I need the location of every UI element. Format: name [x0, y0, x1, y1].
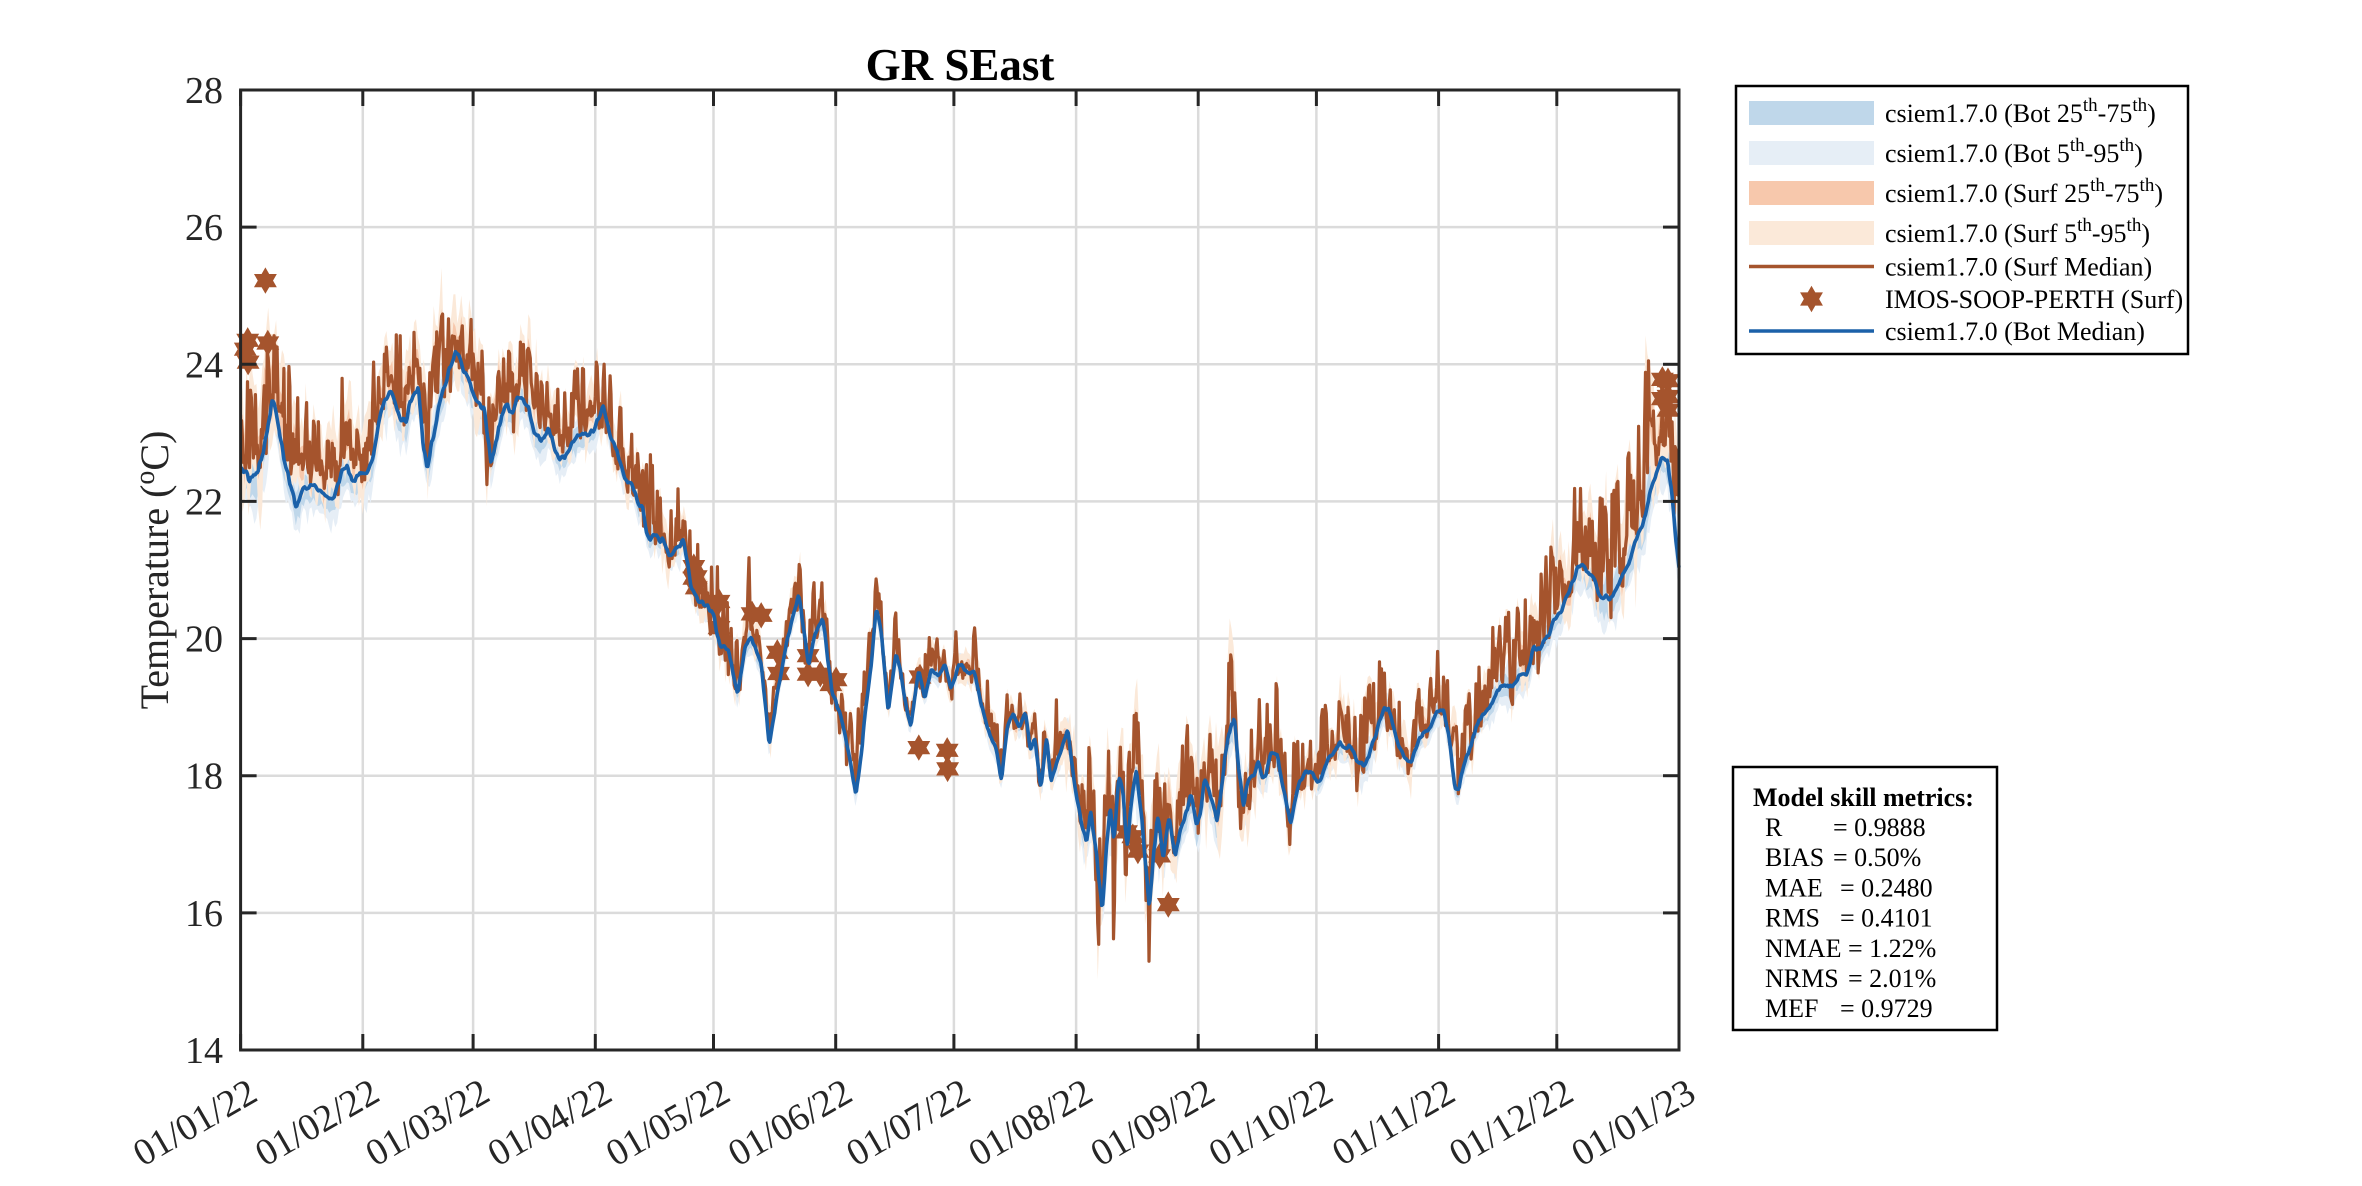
svg-text:Model skill metrics:: Model skill metrics:	[1753, 783, 1974, 812]
svg-text:16: 16	[185, 893, 223, 935]
svg-text:MEF: MEF	[1765, 994, 1818, 1023]
svg-text:22: 22	[185, 481, 223, 523]
svg-text:20: 20	[185, 619, 223, 661]
svg-text:= 1.22%: = 1.22%	[1848, 934, 1936, 963]
svg-text:26: 26	[185, 207, 223, 249]
svg-text:csiem1.7.0 (Bot 5th-95th): csiem1.7.0 (Bot 5th-95th)	[1885, 135, 2143, 168]
svg-text:14: 14	[185, 1030, 223, 1072]
svg-text:NMAE: NMAE	[1765, 934, 1842, 963]
svg-text:= 0.4101: = 0.4101	[1840, 904, 1933, 933]
svg-text:24: 24	[185, 344, 223, 386]
svg-text:csiem1.7.0 (Surf 5th-95th): csiem1.7.0 (Surf 5th-95th)	[1885, 215, 2150, 248]
svg-text:18: 18	[185, 756, 223, 798]
svg-text:MAE: MAE	[1765, 873, 1823, 902]
svg-text:IMOS-SOOP-PERTH (Surf): IMOS-SOOP-PERTH (Surf)	[1885, 285, 2183, 314]
svg-text:csiem1.7.0 (Bot 25th-75th): csiem1.7.0 (Bot 25th-75th)	[1885, 95, 2156, 128]
svg-text:BIAS: BIAS	[1765, 843, 1824, 872]
svg-text:= 2.01%: = 2.01%	[1848, 964, 1936, 993]
svg-text:csiem1.7.0 (Surf Median): csiem1.7.0 (Surf Median)	[1885, 253, 2152, 282]
svg-text:RMS: RMS	[1765, 904, 1820, 933]
svg-text:csiem1.7.0 (Bot Median): csiem1.7.0 (Bot Median)	[1885, 317, 2145, 346]
svg-text:= 0.9888: = 0.9888	[1833, 813, 1926, 842]
svg-text:= 0.2480: = 0.2480	[1840, 873, 1933, 902]
svg-text:= 0.50%: = 0.50%	[1833, 843, 1921, 872]
svg-text:csiem1.7.0 (Surf 25th-75th): csiem1.7.0 (Surf 25th-75th)	[1885, 175, 2163, 208]
svg-text:28: 28	[185, 70, 223, 112]
svg-text:= 0.9729: = 0.9729	[1840, 994, 1933, 1023]
svg-text:GR SEast: GR SEast	[866, 40, 1055, 90]
svg-text:R: R	[1765, 813, 1783, 842]
svg-text:NRMS: NRMS	[1765, 964, 1839, 993]
